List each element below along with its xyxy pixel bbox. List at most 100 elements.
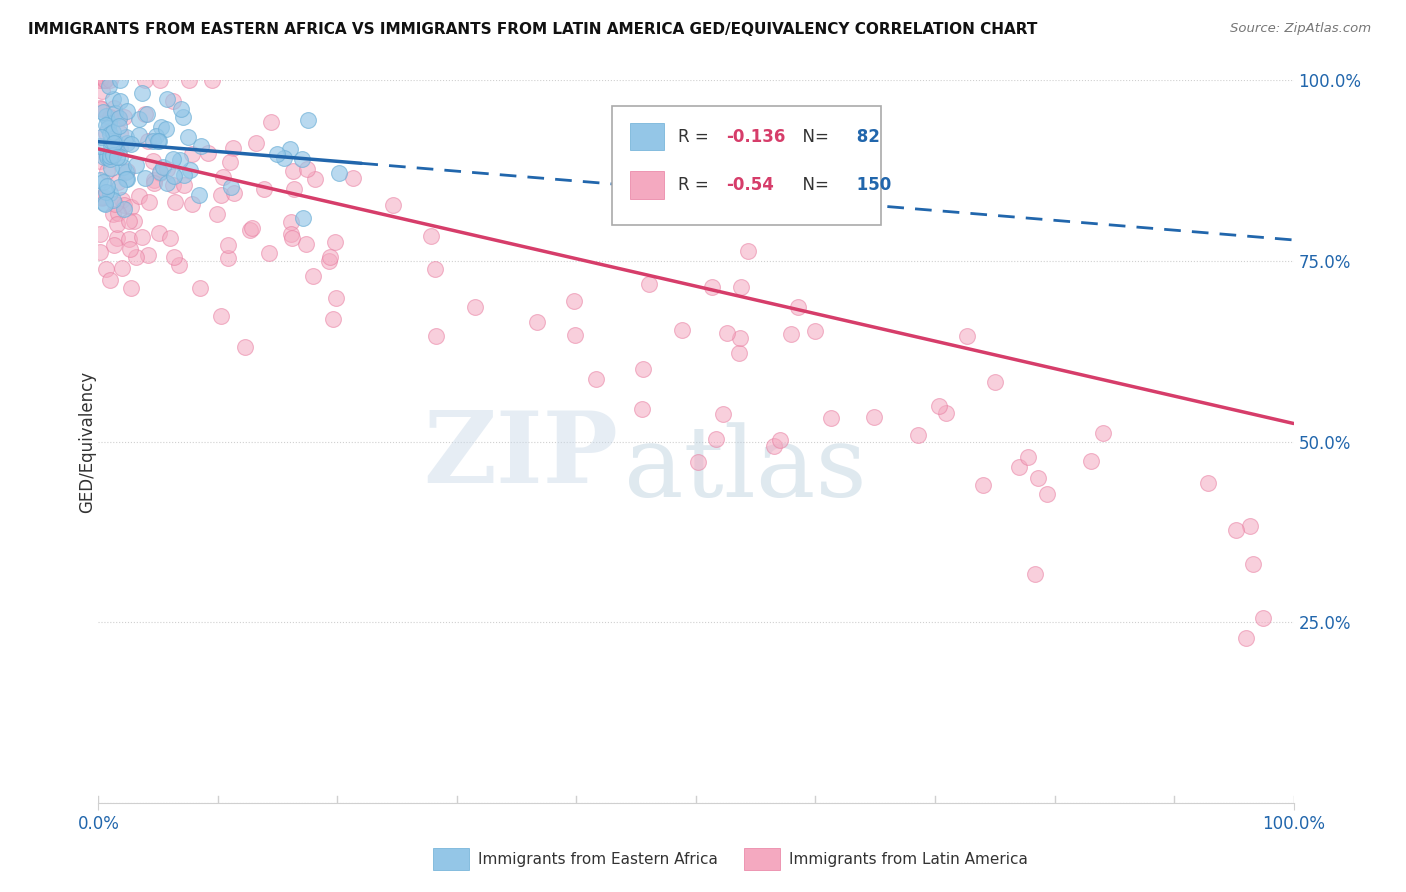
Point [1091, 426, 1114, 441]
Point [90, 190, 112, 204]
Point [108, 111, 131, 125]
Point [103, 125, 125, 139]
Point [253, 181, 276, 195]
Point [148, 135, 170, 149]
Point [115, 172, 138, 186]
Point [93, 197, 115, 211]
Point [425, 329, 447, 343]
Point [108, 141, 131, 155]
Point [730, 279, 752, 293]
Point [105, 217, 128, 231]
Point [115, 164, 138, 178]
Point [107, 206, 129, 220]
Point [1239, 519, 1261, 533]
Point [100, 138, 122, 153]
Point [101, 92, 124, 106]
Point [201, 73, 224, 87]
Point [177, 130, 200, 145]
Point [115, 172, 138, 186]
Point [124, 214, 146, 228]
Point [100, 152, 122, 166]
Point [94, 73, 117, 87]
Point [1241, 557, 1264, 571]
Text: N=: N= [792, 128, 834, 145]
Point [125, 250, 148, 264]
Point [91, 191, 114, 205]
Point [211, 309, 233, 323]
Bar [433, 848, 470, 870]
Point [328, 166, 350, 180]
Point [222, 186, 245, 200]
Bar [630, 171, 664, 199]
Point [222, 141, 245, 155]
Point [131, 86, 153, 100]
Point [148, 134, 170, 148]
Point [104, 144, 127, 158]
Point [240, 221, 263, 235]
Point [219, 154, 242, 169]
Text: Source: ZipAtlas.com: Source: ZipAtlas.com [1230, 22, 1371, 36]
Point [163, 194, 186, 209]
Bar [744, 848, 780, 870]
Point [319, 250, 342, 264]
Point [98, 110, 121, 124]
Point [292, 211, 315, 226]
Point [156, 177, 179, 191]
Point [120, 281, 142, 295]
Point [135, 107, 157, 121]
Point [93, 190, 115, 204]
Point [297, 112, 319, 127]
Point [110, 126, 132, 140]
Point [136, 135, 159, 149]
Point [96, 178, 118, 193]
Point [94, 109, 117, 123]
Point [217, 238, 239, 252]
Point [382, 198, 405, 212]
Point [89, 73, 111, 87]
Point [93, 151, 115, 165]
Point [145, 129, 167, 144]
Point [526, 315, 548, 329]
Point [972, 477, 994, 491]
Point [631, 361, 654, 376]
Point [98, 78, 121, 93]
Point [323, 235, 346, 250]
Point [1197, 476, 1219, 491]
Point [863, 409, 886, 424]
Point [727, 346, 749, 360]
Point [107, 175, 129, 189]
Point [103, 238, 125, 252]
Point [585, 372, 607, 386]
Point [155, 162, 177, 177]
Point [100, 134, 122, 148]
Point [169, 153, 191, 168]
Point [737, 244, 759, 259]
Point [1234, 632, 1257, 646]
Point [89, 139, 111, 153]
Point [131, 229, 153, 244]
Point [134, 73, 156, 87]
Point [278, 143, 301, 157]
Text: N=: N= [792, 176, 834, 194]
Point [128, 189, 150, 203]
Text: ZIP: ZIP [423, 408, 619, 505]
Point [89, 227, 111, 242]
Point [1017, 450, 1039, 464]
Point [148, 226, 170, 240]
Point [728, 331, 751, 345]
Point [177, 73, 200, 87]
Point [239, 223, 262, 237]
Point [98, 272, 121, 286]
Point [283, 182, 305, 196]
Point [188, 188, 211, 202]
Point [159, 231, 181, 245]
Point [108, 150, 131, 164]
Point [295, 162, 318, 177]
Point [162, 178, 184, 192]
Point [700, 280, 723, 294]
Point [779, 326, 801, 341]
Point [96, 148, 118, 162]
Point [134, 171, 156, 186]
Point [148, 73, 170, 87]
Point [564, 328, 586, 343]
